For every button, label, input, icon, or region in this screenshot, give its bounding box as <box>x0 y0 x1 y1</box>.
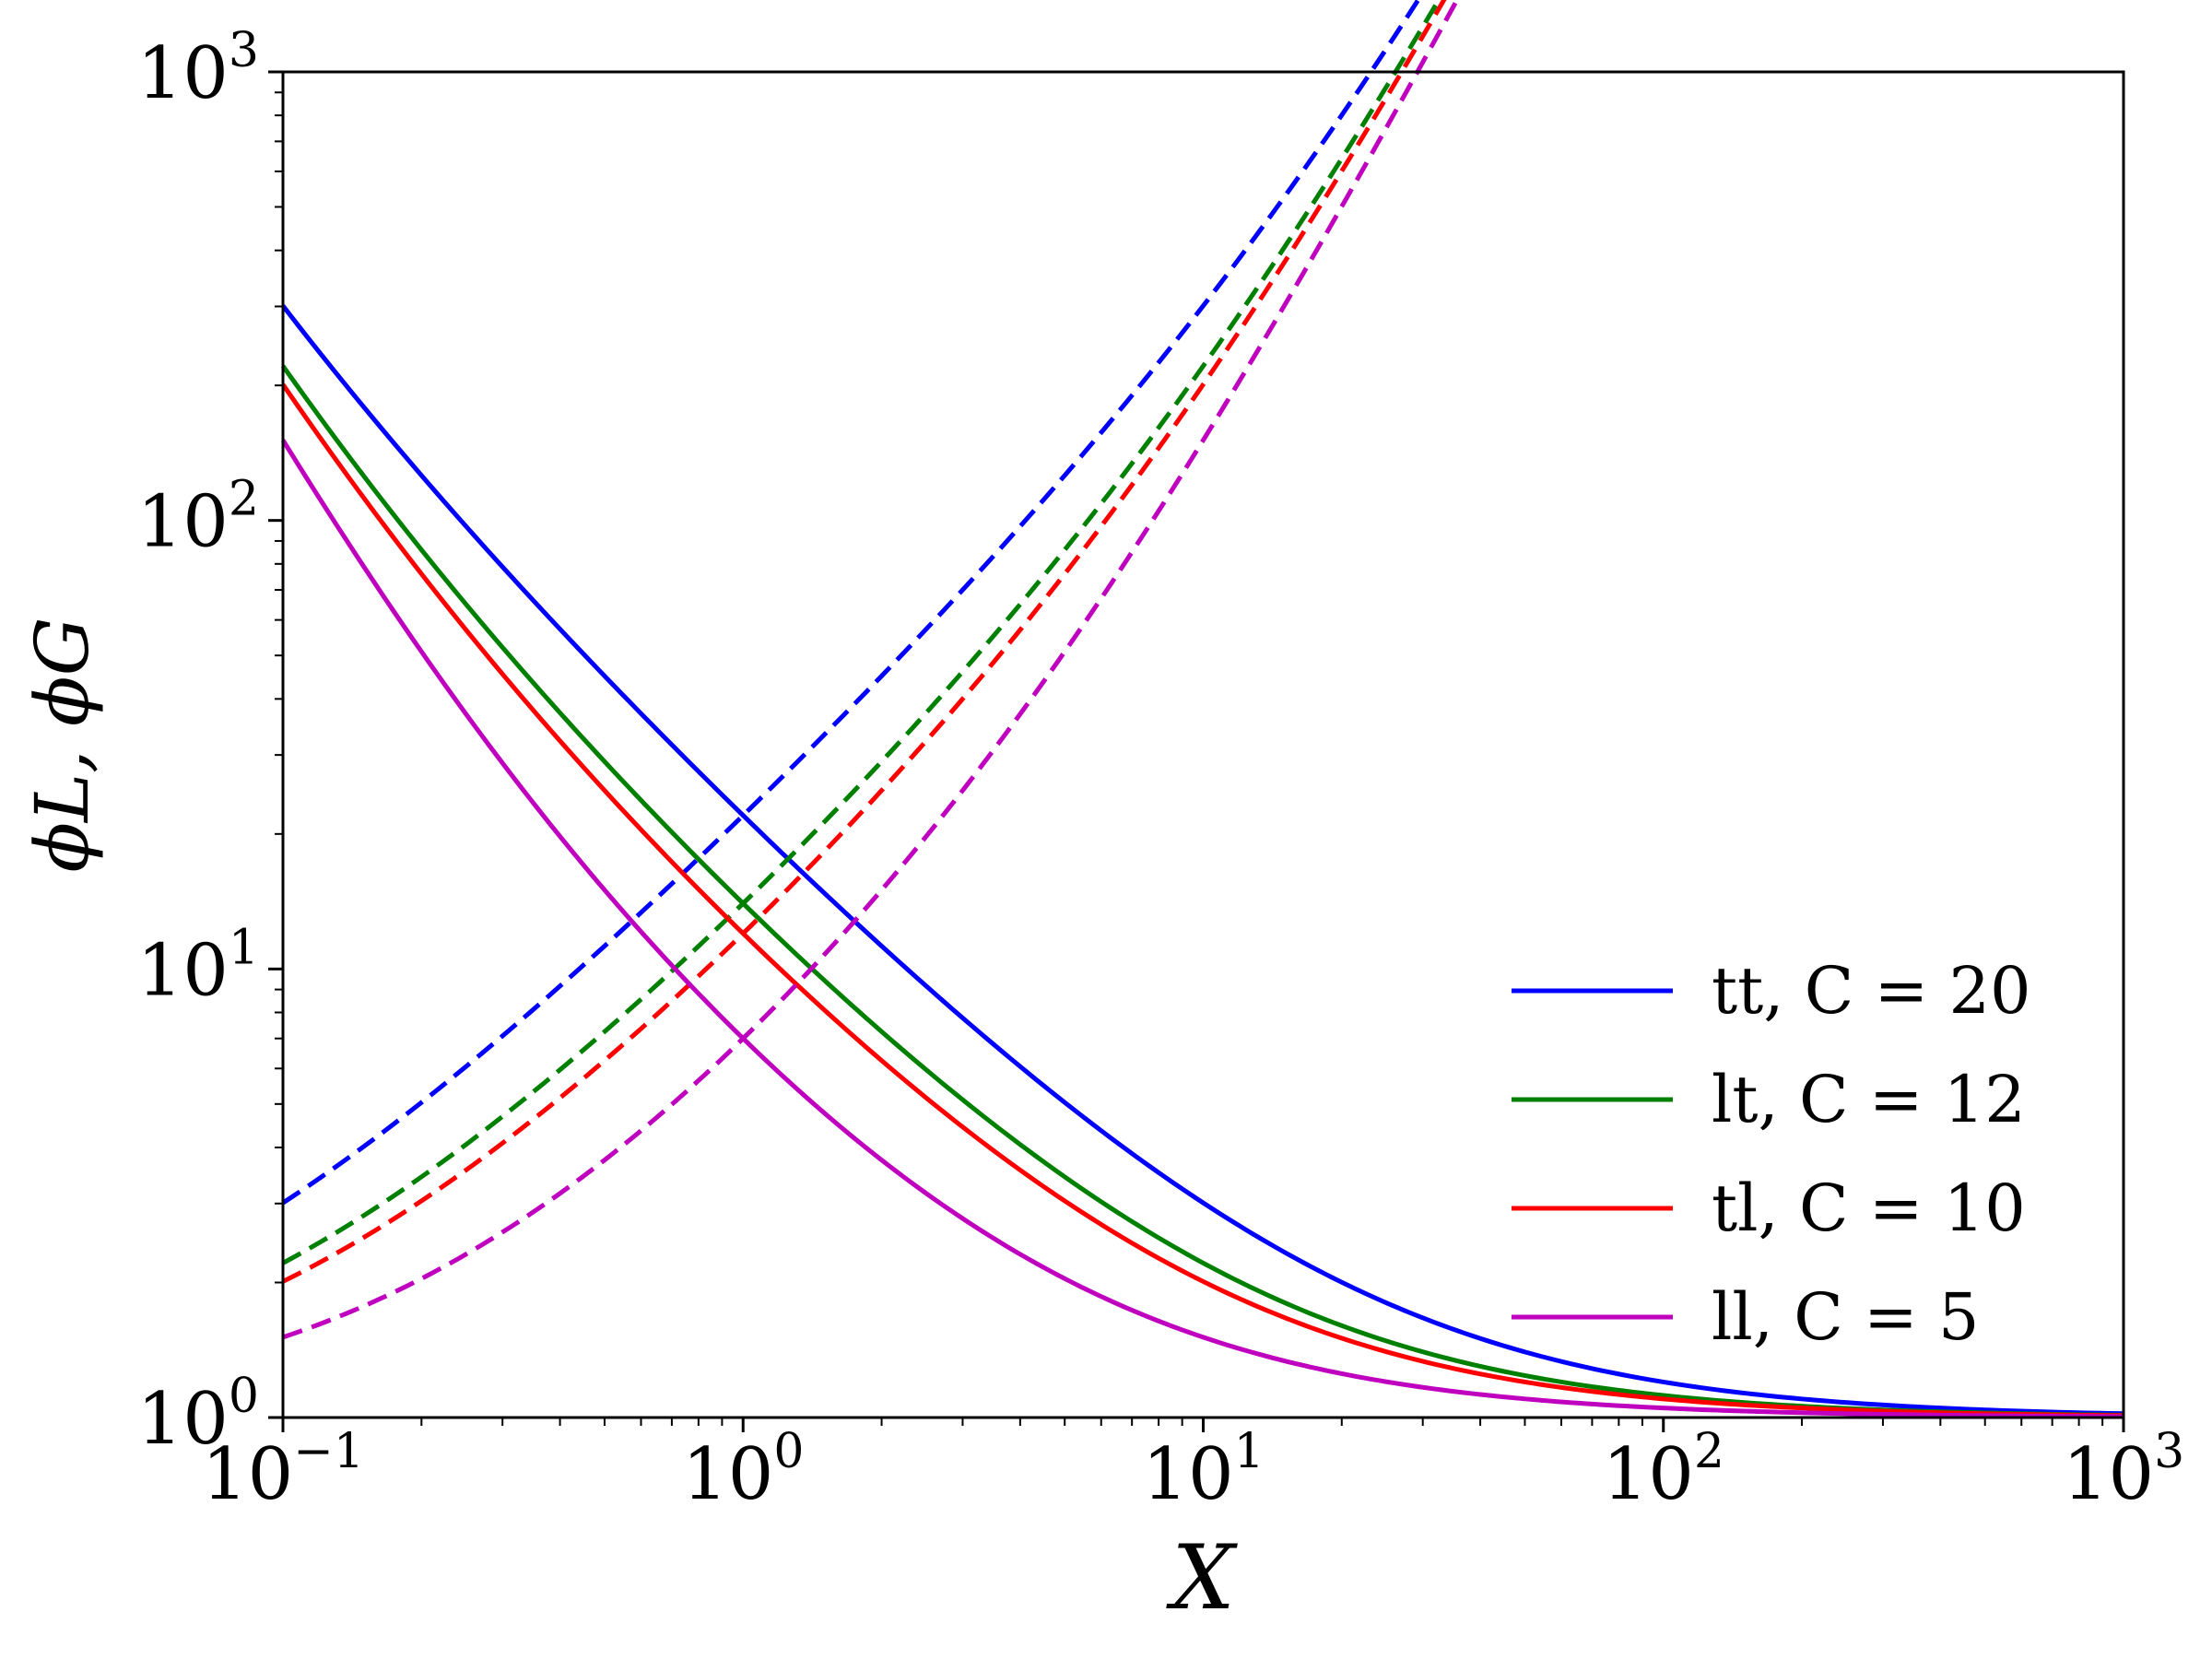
x-tick-label: 102 <box>1603 1424 1724 1516</box>
x-tick-label: 10−1 <box>202 1424 364 1516</box>
y-tick-label: 103 <box>137 23 259 115</box>
x-tick-labels: 10−1 100 101 102 103 <box>202 1424 2184 1516</box>
x-tick-label: 103 <box>2063 1424 2184 1516</box>
legend-label: tl, C = 10 <box>1712 1171 2026 1246</box>
y-tick-label: 100 <box>137 1369 259 1461</box>
plot-frame <box>281 70 2125 1419</box>
series-1-phi-l-solid <box>280 364 2124 1418</box>
legend-label: tt, C = 20 <box>1712 953 2031 1029</box>
series-2-phi-g-dashed <box>281 0 1447 1284</box>
major-ticks <box>268 70 2125 1432</box>
x-tick-label: 101 <box>1142 1424 1264 1516</box>
y-tick-label: 102 <box>137 472 259 564</box>
legend-label: ll, C = 5 <box>1712 1279 1980 1355</box>
series-1-phi-g-dashed <box>281 0 1441 1265</box>
series-3-phi-g-dashed <box>282 0 1460 1340</box>
y-axis-label: ϕL, ϕG <box>19 618 105 873</box>
series-0-phi-g-dashed <box>281 0 1421 1206</box>
legend-label: lt, C = 12 <box>1712 1062 2026 1137</box>
curves <box>280 0 2124 1419</box>
series-3-phi-l-solid <box>280 439 2124 1419</box>
series-2-phi-l-solid <box>280 382 2124 1418</box>
x-tick-label: 100 <box>682 1424 804 1516</box>
y-tick-label: 101 <box>137 920 259 1012</box>
legend: tt, C = 20 lt, C = 12 tl, C = 10 ll, C = 5 <box>1512 953 2031 1355</box>
x-axis-label: X <box>1165 1526 1238 1630</box>
series-0-phi-l-solid <box>281 304 2124 1417</box>
y-tick-labels: 100 101 102 103 <box>137 23 259 1461</box>
